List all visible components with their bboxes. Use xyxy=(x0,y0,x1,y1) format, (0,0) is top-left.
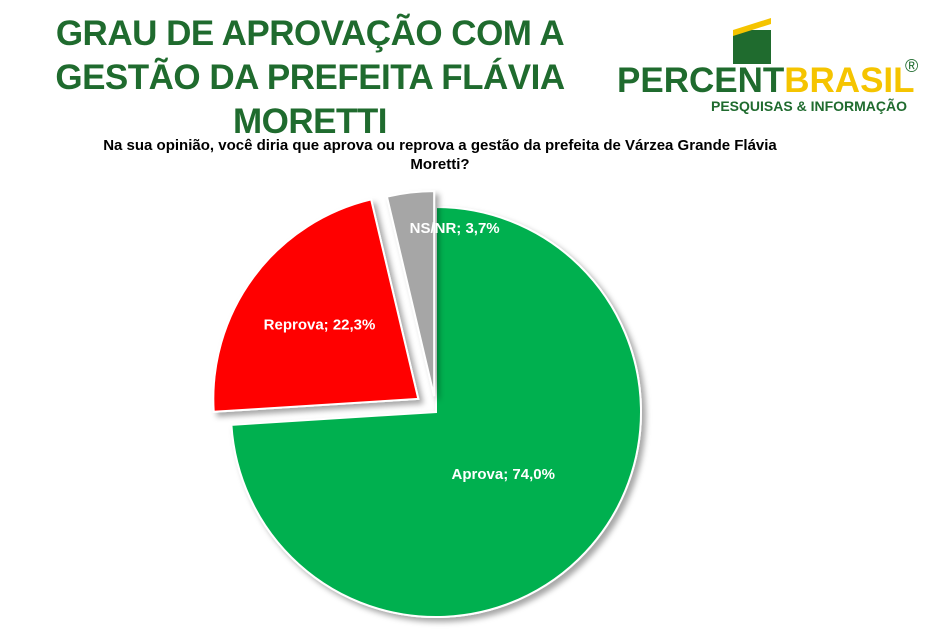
data-label: Aprova; 74,0% xyxy=(452,466,555,483)
logo-mark: ® xyxy=(905,56,918,76)
data-label: Reprova; 22,3% xyxy=(264,317,376,334)
pie-slice xyxy=(385,190,436,397)
logo-stripe xyxy=(733,18,771,36)
chart-title: GRAU DE APROVAÇÃO COM A GESTÃO DA PREFEI… xyxy=(55,14,565,141)
logo-tagline: PESQUISAS & INFORMAÇÃO xyxy=(711,97,907,114)
pie-slice xyxy=(230,205,642,618)
logo-name-second: BRASIL xyxy=(784,61,914,100)
pie-slice xyxy=(212,198,420,413)
logo: PERCENTBRASIL ® PESQUISAS & INFORMAÇÃO xyxy=(617,18,918,114)
logo-name: PERCENTBRASIL xyxy=(617,61,915,100)
logo-name-first: PERCENT xyxy=(617,61,784,100)
chart-subtitle: Na sua opinião, você diria que aprova ou… xyxy=(103,137,777,173)
data-label: NS/NR; 3,7% xyxy=(410,220,500,237)
logo-block xyxy=(733,30,771,64)
